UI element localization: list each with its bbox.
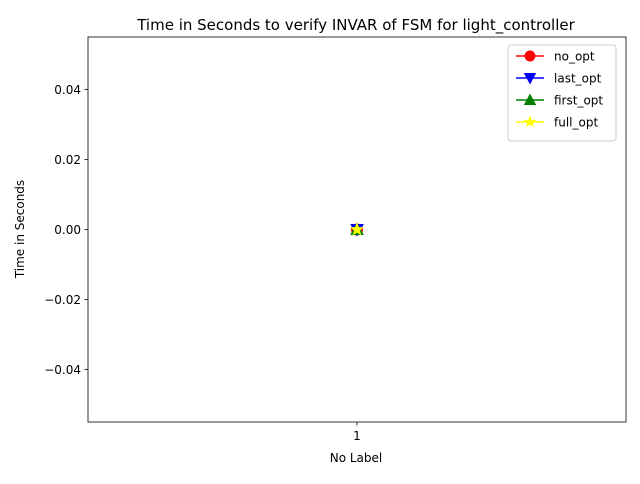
legend: no_opt last_opt first_opt full_opt [507, 44, 617, 142]
legend-marker [524, 50, 536, 62]
y-tick-label: 0.02 [54, 153, 81, 167]
legend-label: first_opt [554, 94, 603, 108]
legend-entry-last_opt: last_opt [516, 72, 602, 86]
y-axis-label: Time in Seconds [13, 180, 27, 279]
chart-title: Time in Seconds to verify INVAR of FSM f… [136, 16, 575, 35]
series-full_opt [350, 222, 364, 236]
y-tick-label: 0.04 [54, 83, 81, 97]
legend-label: no_opt [554, 50, 595, 64]
x-axis-label: No Label [330, 451, 383, 465]
data-point-full_opt [350, 222, 364, 236]
legend-marker [523, 93, 537, 105]
legend-box [507, 44, 617, 142]
legend-marker [523, 115, 537, 128]
plot-area: −0.04 −0.02 0.00 0.02 0.04 1 [44, 36, 627, 443]
y-tick-label: −0.04 [44, 363, 81, 377]
legend-entry-first_opt: first_opt [516, 94, 603, 108]
legend-marker [523, 73, 537, 85]
legend-label: last_opt [554, 72, 602, 86]
x-tick-label: 1 [353, 429, 361, 443]
y-tick-label: 0.00 [54, 223, 81, 237]
legend-entry-full_opt: full_opt [516, 115, 598, 130]
y-tick-label: −0.02 [44, 293, 81, 307]
legend-label: full_opt [554, 116, 598, 130]
legend-entry-no_opt: no_opt [516, 50, 595, 64]
